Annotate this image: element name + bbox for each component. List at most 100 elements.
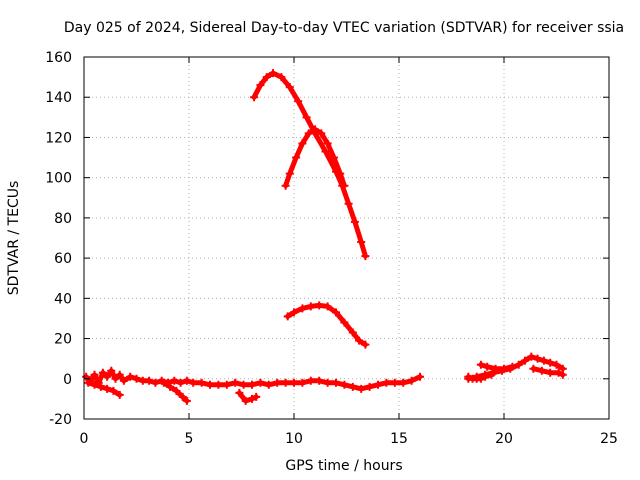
data-point: [292, 153, 301, 162]
data-point: [382, 378, 391, 387]
series-arc-3: [283, 301, 370, 349]
chart-title: Day 025 of 2024, Sidereal Day-to-day VTE…: [64, 20, 624, 36]
data-point: [357, 238, 366, 247]
y-tick-label: -20: [49, 412, 72, 428]
data-point: [252, 392, 261, 401]
data-point: [151, 378, 160, 387]
data-point: [170, 376, 179, 385]
data-point: [103, 384, 112, 393]
series-arc-2: [281, 125, 349, 190]
data-point: [231, 378, 240, 387]
data-point: [476, 374, 485, 383]
data-point: [323, 139, 332, 148]
data-point: [107, 366, 116, 375]
data-point: [554, 368, 563, 377]
data-point: [235, 388, 244, 397]
data-point: [407, 376, 416, 385]
data-point: [256, 378, 265, 387]
data-point: [189, 378, 198, 387]
y-axis-title: SDTVAR / TECUs: [6, 181, 22, 296]
data-point: [298, 304, 307, 313]
series-base-6: [476, 360, 517, 373]
data-point: [269, 69, 277, 78]
data-point: [332, 308, 340, 317]
series-layer: [82, 69, 567, 405]
data-point: [533, 354, 542, 363]
data-point: [115, 390, 124, 399]
data-point: [508, 362, 517, 371]
y-tick-label: 20: [54, 332, 72, 348]
y-tick-label: 140: [45, 90, 72, 106]
y-tick-label: 100: [45, 171, 72, 187]
data-point: [311, 125, 319, 134]
data-point: [115, 370, 124, 379]
data-point: [315, 301, 324, 310]
data-point: [277, 73, 286, 82]
data-point: [483, 362, 492, 371]
y-tick-label: 40: [54, 291, 72, 307]
y-tick-label: 120: [45, 130, 72, 146]
data-point: [390, 378, 399, 387]
data-point: [126, 372, 135, 381]
series-base-7: [529, 364, 567, 379]
data-point: [476, 360, 485, 369]
data-point: [248, 394, 256, 403]
data-point: [262, 73, 271, 82]
data-point: [350, 217, 359, 226]
data-point: [315, 376, 324, 385]
data-point: [306, 302, 315, 311]
data-point: [527, 352, 536, 361]
data-point: [281, 181, 290, 190]
data-point: [340, 318, 349, 327]
data-point: [103, 372, 112, 381]
data-point: [558, 370, 567, 379]
series-line: [251, 70, 368, 259]
data-point: [241, 396, 250, 405]
x-tick-label: 10: [285, 431, 303, 447]
y-tick-label: 160: [45, 50, 72, 66]
data-point: [178, 392, 187, 401]
data-point: [348, 382, 357, 391]
data-point: [248, 380, 256, 389]
data-point: [214, 380, 223, 389]
data-point: [302, 113, 311, 122]
data-point: [298, 378, 307, 387]
data-point: [197, 378, 206, 387]
x-axis-title: GPS time / hours: [285, 458, 402, 474]
data-point: [176, 378, 185, 387]
data-point: [344, 199, 353, 208]
x-tick-label: 25: [600, 431, 618, 447]
data-point: [552, 360, 561, 369]
data-point: [96, 382, 105, 391]
data-point: [323, 302, 332, 311]
data-point: [321, 147, 330, 156]
data-point: [500, 364, 508, 373]
data-point: [239, 380, 248, 389]
data-point: [166, 382, 175, 391]
data-point: [365, 382, 374, 391]
data-point: [306, 376, 315, 385]
series-arc-1: [250, 69, 370, 261]
data-point: [323, 378, 332, 387]
data-point: [514, 360, 523, 369]
data-point: [222, 380, 231, 389]
data-point: [285, 83, 294, 92]
data-point: [264, 380, 273, 389]
y-tick-label: 60: [54, 251, 72, 267]
data-point: [329, 153, 338, 162]
data-point: [357, 384, 366, 393]
x-tick-label: 5: [185, 431, 194, 447]
data-point: [399, 378, 408, 387]
series-base-2: [84, 378, 124, 399]
data-point: [256, 81, 265, 90]
data-point: [281, 378, 290, 387]
data-point: [290, 308, 298, 317]
data-point: [487, 370, 496, 379]
series-base-3: [159, 378, 191, 405]
data-point: [546, 368, 555, 377]
data-point: [132, 374, 141, 383]
y-tick-labels: -20 0 20 40 60 80 100 120 140 160: [45, 50, 72, 428]
data-point: [84, 378, 93, 387]
data-point: [159, 378, 168, 387]
data-point: [336, 169, 345, 178]
